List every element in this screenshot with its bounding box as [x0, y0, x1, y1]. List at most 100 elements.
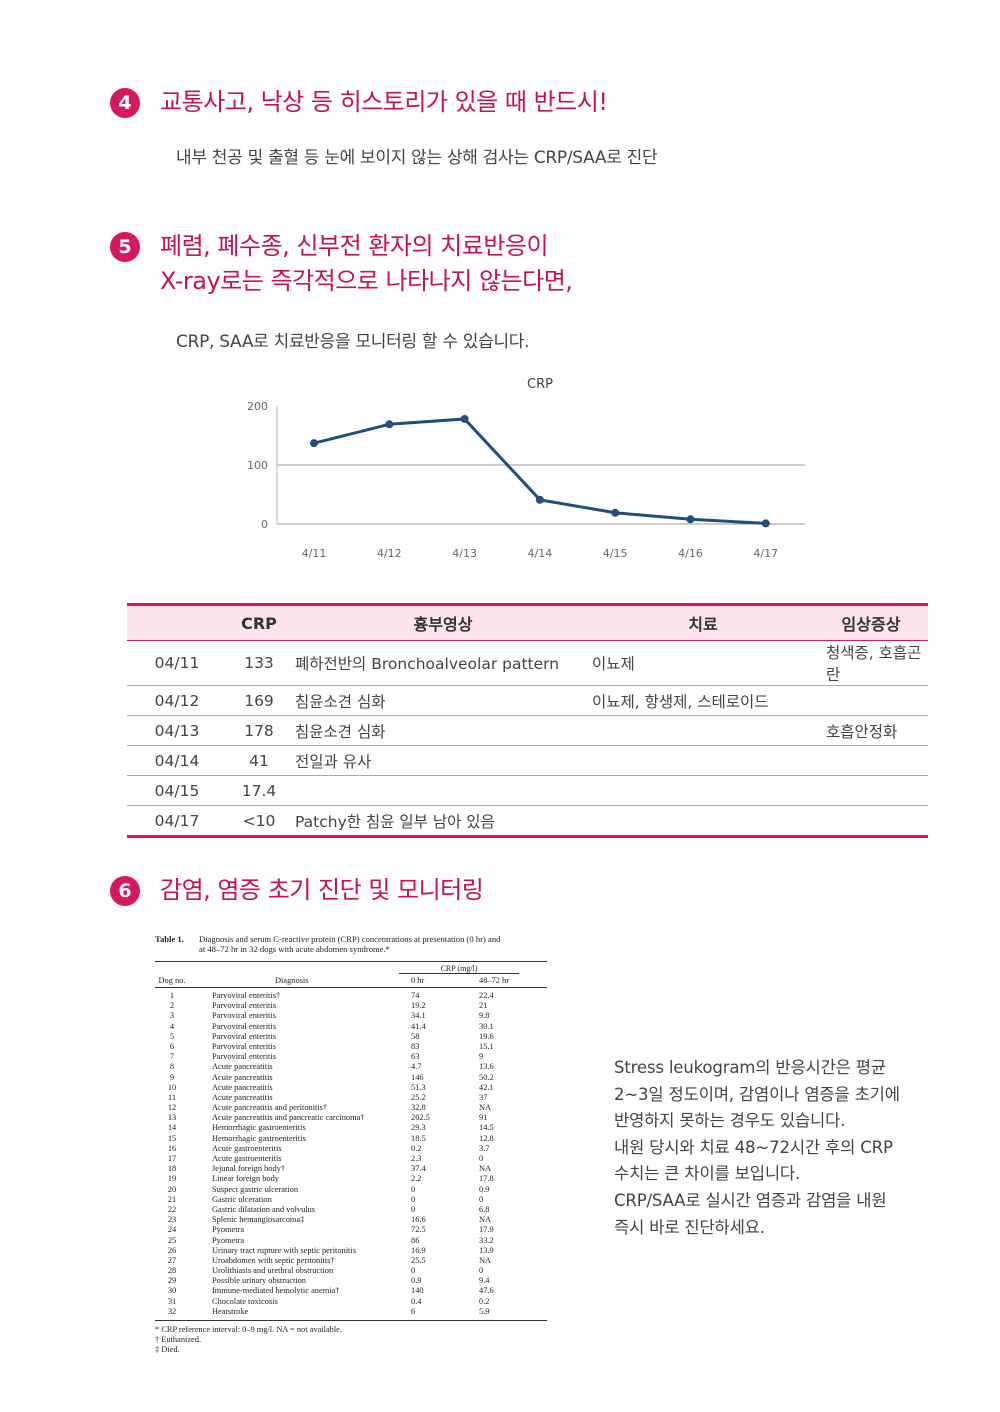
cell-date: 04/14 — [127, 745, 227, 776]
cell-0hr: 140 — [411, 1286, 424, 1296]
caption-line-2: at 48–72 hr in 32 dogs with acute abdome… — [199, 944, 390, 954]
cell-0hr: 4.7 — [411, 1062, 422, 1072]
cell-dog-no: 14 — [167, 1123, 177, 1133]
section-4-title: 교통사고, 낙상 등 히스토리가 있을 때 반드시! — [160, 88, 608, 116]
cell-dog-no: 25 — [167, 1235, 177, 1245]
table-row: 18 Jejunal foreign body† 37.4 NA — [155, 1164, 547, 1174]
cell-diagnosis: Acute pancreatitis — [212, 1092, 273, 1102]
cell-48-72hr: NA — [479, 1255, 492, 1265]
section-4-badge: 4 — [110, 88, 140, 118]
cell-dog-no: 6 — [169, 1041, 175, 1051]
cell-diagnosis: Heatstroke — [212, 1306, 249, 1316]
cell-diagnosis: Parvoviral enteritis — [212, 1021, 276, 1031]
cell-48-72hr: 0 — [479, 1194, 484, 1204]
cell-diagnosis: Parvoviral enteritis — [212, 1041, 276, 1051]
y-tick-label: 0 — [261, 518, 268, 531]
cell-imaging: Patchy한 침윤 일부 남아 있음 — [291, 805, 592, 838]
research-table-caption: Table 1. Diagnosis and serum C-reactive … — [155, 934, 547, 954]
cell-signs — [814, 745, 928, 776]
table-row: 10 Acute pancreatitis 51.3 42.1 — [155, 1083, 547, 1093]
cell-diagnosis: Acute gastroenteritis — [212, 1143, 282, 1153]
x-tick-label: 4/14 — [528, 547, 553, 560]
caption-line-1: Diagnosis and serum C-reactive protein (… — [199, 934, 501, 944]
cell-0hr: 0 — [411, 1184, 416, 1194]
cell-48-72hr: 6.8 — [479, 1204, 490, 1214]
cell-0hr: 0.4 — [411, 1296, 422, 1306]
cell-diagnosis: Immune-mediated hemolytic anemia† — [212, 1286, 340, 1296]
cell-48-72hr: 13.9 — [479, 1245, 494, 1255]
section-5-badge: 5 — [110, 232, 140, 262]
cell-crp: 41 — [227, 745, 291, 776]
cell-0hr: 74 — [411, 991, 420, 1000]
col-dog-no: Dog no. — [158, 976, 186, 985]
chart-title: CRP — [527, 377, 553, 392]
cell-dog-no: 21 — [167, 1194, 177, 1204]
table-row: 32 Heatstroke 6 5.9 — [155, 1307, 547, 1317]
cell-dog-no: 8 — [169, 1062, 175, 1072]
cell-0hr: 29.3 — [411, 1123, 426, 1133]
cell-dog-no: 22 — [167, 1204, 177, 1214]
cell-dog-no: 26 — [167, 1245, 177, 1255]
cell-48-72hr: 50.2 — [479, 1072, 494, 1082]
cell-diagnosis: Splenic hemangiosarcoma‡ — [212, 1215, 305, 1225]
cell-dog-no: 3 — [169, 1011, 175, 1021]
cell-dog-no: 32 — [167, 1306, 177, 1316]
cell-0hr: 25.2 — [411, 1092, 426, 1102]
cell-0hr: 51.3 — [411, 1082, 426, 1092]
table-row: 16 Acute gastroenteritis 0.2 3.7 — [155, 1144, 547, 1154]
table-row: 1 Parvoviral enteritis† 74 22.4 — [155, 991, 547, 1001]
table-row: 19 Linear foreign body 2.2 17.8 — [155, 1174, 547, 1184]
data-point — [460, 414, 469, 423]
table-row: 9 Acute pancreatitis 146 50.2 — [155, 1073, 547, 1083]
table-row: 5 Parvoviral enteritis 58 19.6 — [155, 1032, 547, 1042]
cell-48-72hr: 17.9 — [479, 1225, 494, 1235]
cell-dog-no: 18 — [167, 1164, 177, 1174]
cell-0hr: 19.2 — [411, 1001, 426, 1011]
cell-48-72hr: 3.7 — [479, 1143, 490, 1153]
cell-48-72hr: 19.6 — [479, 1031, 494, 1041]
data-point — [761, 519, 770, 528]
x-tick-label: 4/13 — [452, 547, 477, 560]
cell-0hr: 32.8 — [411, 1103, 426, 1113]
cell-dog-no: 23 — [167, 1215, 177, 1225]
cell-imaging — [291, 775, 592, 806]
crp-treatment-table: CRP 흉부영상 치료 임상증상 04/11 133 폐하전반의 Broncho… — [127, 603, 928, 838]
side-line: 수치는 큰 차이를 보입니다. — [614, 1164, 801, 1184]
cell-crp: 169 — [227, 685, 291, 716]
col-0hr: 0 hr — [411, 976, 425, 985]
header-date — [127, 603, 227, 641]
cell-dog-no: 9 — [169, 1072, 175, 1082]
cell-0hr: 34.1 — [411, 1011, 426, 1021]
cell-48-72hr: 0.2 — [479, 1296, 490, 1306]
cell-0hr: 2.2 — [411, 1174, 422, 1184]
cell-diagnosis: Acute pancreatitis — [212, 1082, 273, 1092]
cell-crp: <10 — [227, 805, 291, 838]
cell-48-72hr: NA — [479, 1164, 492, 1174]
section-5-number: 5 — [118, 236, 132, 258]
crp-line-chart: CRP 0 100 200 4/11 4/12 4/13 4/14 4/15 4/16 4/17 — [247, 377, 805, 560]
section-4-number: 4 — [118, 92, 132, 114]
cell-48-72hr: 33.2 — [479, 1235, 494, 1245]
section-6-title: 감염, 염증 초기 진단 및 모니터링 — [160, 876, 484, 904]
cell-0hr: 16.6 — [411, 1215, 426, 1225]
cell-dog-no: 16 — [167, 1143, 177, 1153]
cell-imaging: 폐하전반의 Bronchoalveolar pattern — [291, 640, 592, 686]
table-row: 29 Possible urinary obstruction 0.9 9.4 — [155, 1276, 547, 1286]
cell-imaging: 침윤소견 심화 — [291, 685, 592, 716]
cell-date: 04/17 — [127, 805, 227, 838]
cell-diagnosis: Chocolate toxicosis — [212, 1296, 278, 1306]
cell-48-72hr: 42.1 — [479, 1082, 494, 1092]
cell-0hr: 25.5 — [411, 1255, 426, 1265]
table-row: 22 Gastric dilatation and volvulus 0 6.8 — [155, 1205, 547, 1215]
footnote-1: * CRP reference interval: 0–9 mg/l. NA =… — [155, 1325, 342, 1334]
header-crp: CRP — [227, 603, 291, 641]
cell-treatment — [592, 805, 814, 838]
cell-48-72hr: 9 — [479, 1052, 484, 1062]
side-line: 즉시 바로 진단하세요. — [614, 1217, 765, 1237]
side-line: 반영하지 못하는 경우도 있습니다. — [614, 1111, 846, 1131]
cell-diagnosis: Parvoviral enteritis — [212, 1011, 276, 1021]
cell-dog-no: 24 — [167, 1225, 177, 1235]
cell-0hr: 83 — [411, 1041, 420, 1051]
cell-dog-no: 28 — [167, 1266, 177, 1276]
side-line: Stress leukogram의 반응시간은 평균 — [614, 1058, 886, 1077]
